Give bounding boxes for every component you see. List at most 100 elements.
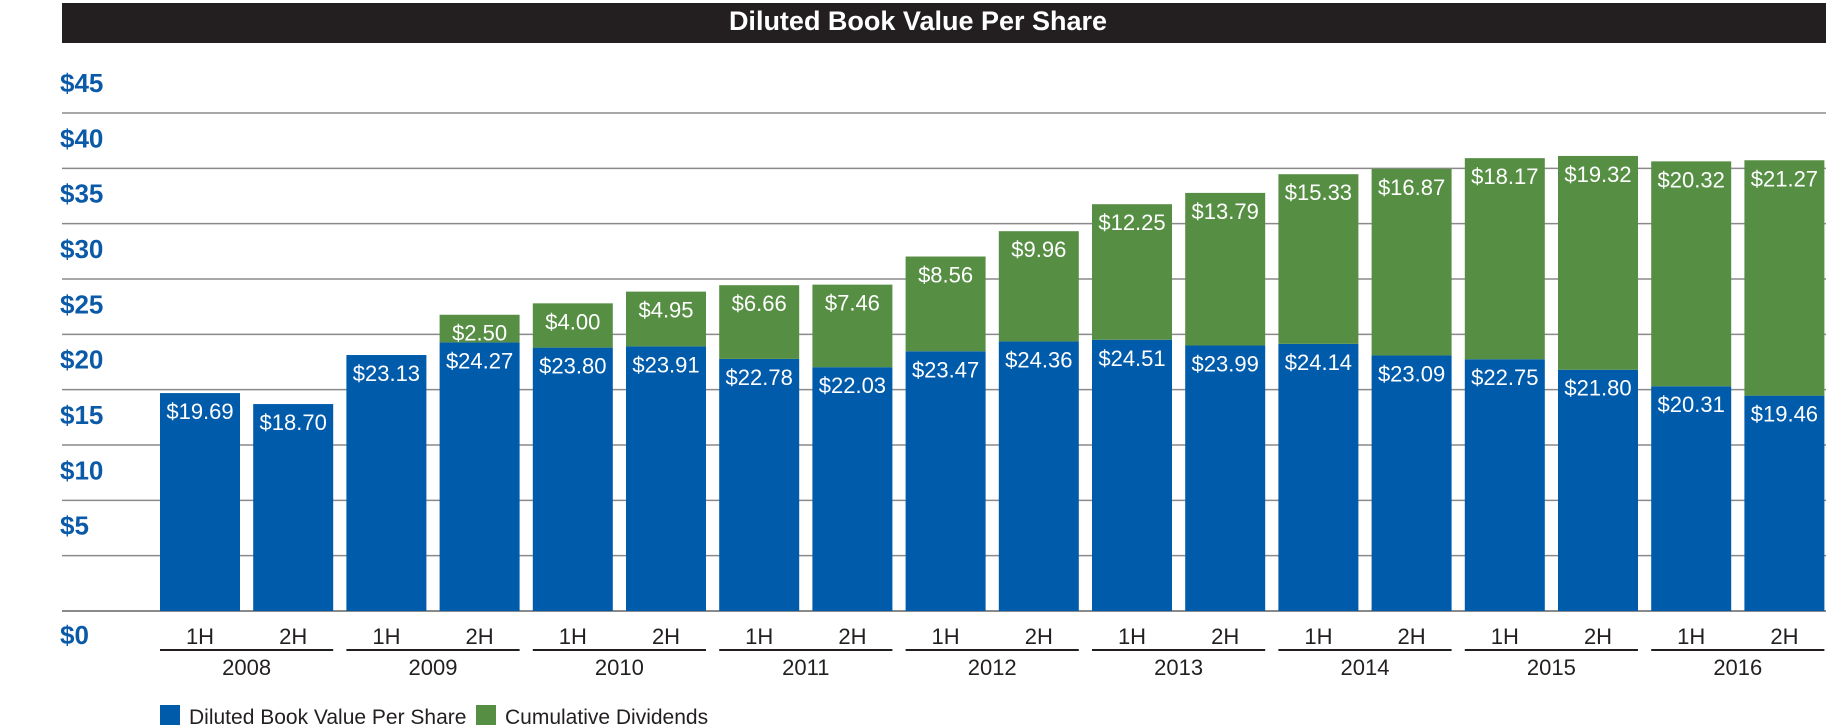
bar-book-value bbox=[439, 342, 520, 611]
bar-dividends bbox=[1278, 174, 1359, 344]
bar-label-book-value: $24.14 bbox=[1285, 350, 1352, 375]
bar-dividends bbox=[1651, 161, 1732, 387]
bar-label-book-value: $22.03 bbox=[819, 373, 886, 398]
bar-label-book-value: $20.31 bbox=[1658, 392, 1725, 417]
bar-dividends bbox=[1185, 192, 1266, 346]
bar-label-dividends: $9.96 bbox=[1011, 237, 1066, 262]
bar-dividends bbox=[1371, 168, 1452, 356]
bar-label-dividends: $20.32 bbox=[1658, 167, 1725, 192]
bar-label-book-value: $19.46 bbox=[1751, 402, 1818, 427]
bar-label-book-value: $18.70 bbox=[260, 410, 327, 435]
bar-label-dividends: $4.95 bbox=[638, 298, 693, 323]
x-axis: 1H 2H 1H 2H 1H 2H 1H 2H 1H 2H 1H 2H 1H 2H 1H 2H 1H 2H 2008… bbox=[160, 624, 1825, 680]
bar-dividends bbox=[1744, 160, 1825, 396]
x-group-label: 2010 bbox=[595, 655, 644, 680]
bar-label-book-value: $21.80 bbox=[1564, 376, 1631, 401]
bar-dividends bbox=[1558, 155, 1638, 370]
bar-label-dividends: $15.33 bbox=[1285, 180, 1352, 205]
title-bar bbox=[62, 3, 1826, 43]
bar-book-value bbox=[1651, 386, 1732, 611]
x-tick-label: 2H bbox=[1025, 624, 1053, 649]
x-group-label: 2016 bbox=[1713, 655, 1762, 680]
legend: Diluted Book Value Per Share Cumulative … bbox=[160, 705, 708, 726]
bar-book-value bbox=[160, 393, 240, 611]
bar-label-book-value: $23.91 bbox=[632, 352, 699, 377]
x-group-label: 2008 bbox=[222, 655, 271, 680]
bar-label-book-value: $22.75 bbox=[1471, 365, 1538, 390]
x-tick-label: 1H bbox=[932, 624, 960, 649]
bar-label-book-value: $23.09 bbox=[1378, 361, 1445, 386]
legend-swatch-dividends bbox=[476, 705, 496, 725]
x-group-label: 2012 bbox=[968, 655, 1017, 680]
x-tick-label: 1H bbox=[372, 624, 400, 649]
bar-dividends bbox=[1464, 158, 1545, 360]
bar-book-value bbox=[1092, 339, 1172, 611]
y-tick-label: $40 bbox=[60, 123, 103, 153]
bar-book-value bbox=[998, 341, 1079, 611]
x-tick-label: 2H bbox=[1770, 624, 1798, 649]
bar-dividends bbox=[905, 256, 986, 352]
y-tick-label: $45 bbox=[60, 68, 103, 98]
bar-book-value bbox=[719, 358, 800, 611]
y-tick-label: $5 bbox=[60, 511, 89, 541]
bar-book-value bbox=[1185, 345, 1266, 611]
bar-book-value bbox=[1464, 359, 1545, 611]
y-tick-label: $35 bbox=[60, 179, 103, 209]
x-tick-label: 2H bbox=[838, 624, 866, 649]
bar-label-dividends: $6.66 bbox=[732, 291, 787, 316]
x-tick-label: 2H bbox=[466, 624, 494, 649]
x-tick-label: 2H bbox=[1398, 624, 1426, 649]
bar-label-dividends: $7.46 bbox=[825, 291, 880, 316]
bar-label-book-value: $24.27 bbox=[446, 348, 513, 373]
bar-label-dividends: $2.50 bbox=[452, 321, 507, 346]
y-tick-label: $0 bbox=[60, 620, 89, 650]
legend-swatch-book-value bbox=[160, 705, 180, 725]
x-tick-label: 2H bbox=[279, 624, 307, 649]
bar-book-value bbox=[532, 347, 613, 611]
x-tick-label: 1H bbox=[1304, 624, 1332, 649]
legend-label-book-value: Diluted Book Value Per Share bbox=[189, 706, 466, 726]
bar-label-dividends: $13.79 bbox=[1192, 199, 1259, 224]
bars: $19.69 $18.70 $23.13 $24.27$2.50 $23.80 $4.00… bbox=[160, 155, 1825, 611]
bar-label-dividends: $12.25 bbox=[1098, 210, 1165, 235]
x-tick-label: 1H bbox=[1118, 624, 1146, 649]
x-group-label: 2014 bbox=[1341, 655, 1390, 680]
bar-book-value bbox=[1371, 355, 1452, 611]
bar-label-book-value: $23.47 bbox=[912, 357, 979, 382]
x-tick-label: 2H bbox=[652, 624, 680, 649]
x-tick-label: 1H bbox=[745, 624, 773, 649]
bar-label-dividends: $21.27 bbox=[1751, 166, 1818, 191]
x-group-label: 2009 bbox=[409, 655, 458, 680]
bar-dividends bbox=[998, 231, 1079, 342]
bar-dividends bbox=[439, 314, 520, 343]
legend-label-dividends: Cumulative Dividends bbox=[505, 706, 708, 726]
x-group-label: 2015 bbox=[1527, 655, 1576, 680]
y-tick-label: $20 bbox=[60, 345, 103, 375]
bar-book-value bbox=[1278, 343, 1359, 611]
bar-label-dividends: $8.56 bbox=[918, 263, 973, 288]
bar-label-book-value: $19.69 bbox=[166, 399, 233, 424]
x-group-label: 2013 bbox=[1154, 655, 1203, 680]
bar-book-value bbox=[626, 346, 706, 611]
bar-dividends bbox=[626, 291, 706, 347]
x-tick-label: 1H bbox=[1491, 624, 1519, 649]
y-tick-label: $30 bbox=[60, 234, 103, 264]
bar-book-value bbox=[1558, 369, 1638, 611]
bar-label-book-value: $24.36 bbox=[1005, 347, 1072, 372]
x-tick-label: 2H bbox=[1211, 624, 1239, 649]
y-tick-label: $15 bbox=[60, 400, 103, 430]
bar-book-value bbox=[346, 355, 427, 611]
y-axis: $0 $5 $10 $15 $20 $25 $30 $35 $40 $45 bbox=[60, 68, 103, 650]
bar-label-book-value: $23.99 bbox=[1192, 352, 1259, 377]
bar-label-book-value: $23.80 bbox=[539, 354, 606, 379]
bar-dividends bbox=[812, 284, 893, 368]
bar-dividends bbox=[532, 303, 613, 348]
x-tick-label: 1H bbox=[186, 624, 214, 649]
y-tick-label: $10 bbox=[60, 455, 103, 485]
bar-label-dividends: $4.00 bbox=[545, 309, 600, 334]
bar-label-dividends: $18.17 bbox=[1471, 164, 1538, 189]
bar-dividends bbox=[719, 285, 800, 359]
bar-label-book-value: $22.78 bbox=[726, 365, 793, 390]
bar-label-dividends: $19.32 bbox=[1564, 162, 1631, 187]
